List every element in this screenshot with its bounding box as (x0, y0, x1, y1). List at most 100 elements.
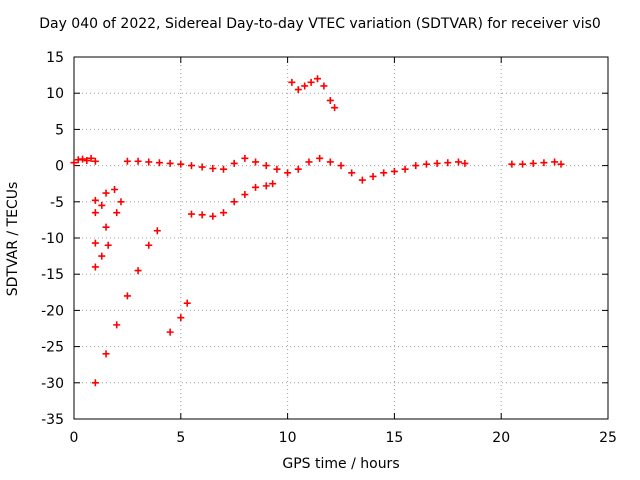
data-point (98, 252, 106, 260)
data-point (369, 172, 377, 180)
y-tick-label: -35 (41, 412, 64, 428)
data-point (220, 165, 228, 173)
x-tick-label: 5 (176, 430, 185, 446)
data-point (155, 159, 163, 167)
y-tick-label: -15 (41, 267, 64, 283)
data-point (198, 211, 206, 219)
data-point (113, 321, 121, 329)
data-point (331, 104, 339, 112)
data-point (422, 160, 430, 168)
data-point (70, 159, 78, 167)
x-axis-label: GPS time / hours (282, 456, 400, 472)
series-steep-ramp (91, 227, 161, 387)
data-point (79, 155, 87, 163)
x-tick-label: 25 (599, 430, 617, 446)
data-point (401, 165, 409, 173)
chart-title: Day 040 of 2022, Sidereal Day-to-day VTE… (39, 16, 601, 32)
data-point (461, 159, 469, 167)
y-tick-label: -5 (50, 195, 64, 211)
data-point (241, 154, 249, 162)
data-point (540, 159, 548, 167)
series-mid-ramp (166, 299, 191, 336)
series-short-ramp-b (91, 241, 112, 271)
data-point (314, 75, 322, 83)
data-point (269, 180, 277, 188)
data-point (102, 189, 110, 197)
data-point (230, 159, 238, 167)
data-point (166, 328, 174, 336)
data-point (102, 350, 110, 358)
series-early-near-zero (70, 154, 99, 167)
data-point (134, 267, 142, 275)
data-point (433, 159, 441, 167)
data-point (557, 160, 565, 168)
data-point (91, 239, 99, 247)
data-point (145, 241, 153, 249)
data-point (104, 241, 112, 249)
data-point (529, 159, 537, 167)
data-point (91, 379, 99, 387)
data-point (111, 185, 119, 193)
data-point (380, 169, 388, 177)
data-point (183, 299, 191, 307)
data-point (273, 165, 281, 173)
data-point (91, 157, 99, 165)
data-point (145, 158, 153, 166)
y-tick-label: -25 (41, 340, 64, 356)
y-tick-label: -30 (41, 376, 64, 392)
data-point (301, 82, 309, 90)
data-point (102, 223, 110, 231)
y-tick-label: 0 (55, 159, 64, 175)
x-tick-label: 20 (492, 430, 510, 446)
data-point (307, 78, 315, 86)
data-point (519, 160, 527, 168)
data-point (83, 157, 91, 165)
data-point (252, 183, 260, 191)
data-point (230, 198, 238, 206)
data-point (209, 212, 217, 220)
series-late-near-zero (508, 158, 565, 168)
series-main-band (123, 154, 469, 184)
data-point (123, 157, 131, 165)
data-point (508, 160, 516, 168)
data-point (320, 82, 328, 90)
data-point (262, 162, 270, 170)
y-tick-label: 5 (55, 122, 64, 138)
series-short-ramp-c (91, 185, 119, 204)
data-point (153, 227, 161, 235)
data-point (134, 157, 142, 165)
data-point (294, 165, 302, 173)
x-tick-label: 0 (70, 430, 79, 446)
x-tick-label: 10 (279, 430, 297, 446)
data-point (551, 158, 559, 166)
data-point (444, 159, 452, 167)
data-point (326, 96, 334, 104)
series-short-ramp-a (91, 198, 125, 247)
data-point (412, 162, 420, 170)
data-point (288, 78, 296, 86)
data-point (113, 209, 121, 217)
data-point (87, 154, 95, 162)
data-point (198, 163, 206, 171)
data-point (187, 162, 195, 170)
data-point (262, 182, 270, 190)
data-point (117, 198, 125, 206)
data-point (305, 158, 313, 166)
y-tick-label: -10 (41, 231, 64, 247)
series-lower-curve (187, 180, 277, 220)
data-point (294, 86, 302, 94)
data-point (91, 196, 99, 204)
data-point (284, 169, 292, 177)
data-point (177, 160, 185, 168)
data-point (166, 159, 174, 167)
data-point (123, 292, 131, 300)
data-point (337, 162, 345, 170)
y-tick-label: -20 (41, 303, 64, 319)
data-point (91, 263, 99, 271)
data-point (177, 314, 185, 322)
data-point (209, 164, 217, 172)
data-point (241, 191, 249, 199)
plot-frame (73, 56, 609, 420)
x-tick-label: 15 (385, 430, 403, 446)
